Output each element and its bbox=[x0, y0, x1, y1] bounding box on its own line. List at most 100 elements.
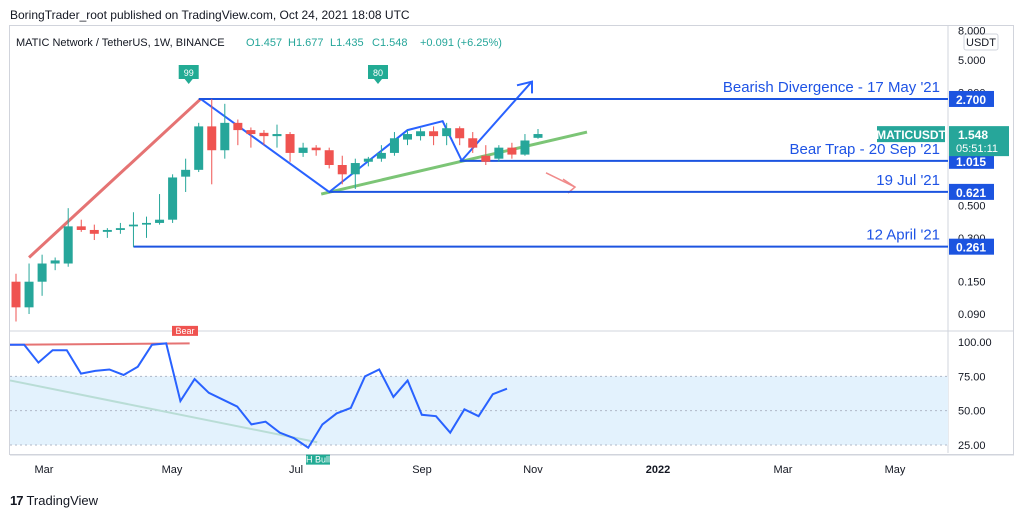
time-tick-label: Mar bbox=[35, 464, 54, 476]
level-price-value: 2.700 bbox=[956, 93, 986, 107]
candle-body bbox=[115, 228, 125, 230]
footer: 17 TradingView bbox=[10, 493, 98, 508]
candle-body bbox=[363, 158, 373, 162]
level-price-tag bbox=[949, 238, 994, 255]
signal-marker bbox=[368, 65, 388, 84]
candle-body bbox=[337, 165, 347, 175]
level-price-value: 1.015 bbox=[956, 155, 986, 169]
candle-body bbox=[520, 140, 530, 155]
candle-body bbox=[233, 122, 243, 131]
candle-body bbox=[194, 126, 204, 170]
hidden-bull-marker bbox=[306, 454, 330, 465]
candle-body bbox=[416, 131, 426, 137]
candle-body bbox=[128, 224, 138, 227]
arrow-up-icon bbox=[516, 80, 533, 94]
symbol-price-tag bbox=[877, 126, 945, 143]
level-price-tag bbox=[949, 183, 994, 200]
candle-body bbox=[63, 226, 73, 264]
candle-body bbox=[155, 219, 165, 223]
bullish-divergence-line bbox=[9, 379, 318, 444]
level-label: Bearish Divergence - 17 May '21 bbox=[723, 79, 940, 96]
level-price-tag bbox=[949, 152, 994, 169]
ohlc-high: H1.677 bbox=[288, 37, 323, 49]
candle-body bbox=[494, 147, 504, 159]
oscillator-tick-label: 50.00 bbox=[958, 406, 986, 418]
candle-body bbox=[246, 130, 256, 135]
last-price-tag bbox=[949, 126, 1009, 157]
candle-body bbox=[350, 163, 360, 175]
footer-brand: TradingView bbox=[26, 493, 99, 508]
candle-body bbox=[259, 132, 269, 137]
candle-body bbox=[403, 134, 412, 140]
oscillator-line bbox=[10, 342, 508, 450]
signal-marker bbox=[178, 65, 199, 84]
signal-marker-label: 80 bbox=[373, 68, 383, 78]
candle-body bbox=[181, 169, 191, 177]
price-tick-label: 0.090 bbox=[958, 309, 986, 321]
time-tick-label: Jul bbox=[289, 464, 303, 476]
bar-countdown: 05:51:11 bbox=[956, 143, 998, 155]
oscillator-tick-label: 100.00 bbox=[958, 337, 992, 349]
last-price-value: 1.548 bbox=[958, 128, 988, 142]
bear-marker bbox=[172, 325, 198, 336]
bear-marker-label: Bear bbox=[175, 326, 194, 336]
oscillator-tick-label: 75.00 bbox=[958, 371, 986, 383]
candle-body bbox=[507, 147, 517, 155]
candle-body bbox=[89, 229, 99, 234]
price-tick-label: 0.150 bbox=[958, 277, 986, 289]
ohlc-close: C1.548 bbox=[372, 37, 407, 49]
candle-body bbox=[50, 260, 60, 264]
candle-body bbox=[311, 147, 321, 151]
level-price-value: 0.621 bbox=[956, 186, 986, 200]
hidden-bull-marker-label: H Bull bbox=[306, 455, 330, 465]
time-tick-label: Sep bbox=[412, 464, 432, 476]
price-tick-label: 8.000 bbox=[958, 25, 986, 37]
candle-body bbox=[533, 134, 543, 138]
candle-body bbox=[442, 128, 452, 137]
time-tick-label: May bbox=[162, 464, 183, 476]
ohlc-change: +0.091 (+6.25%) bbox=[420, 37, 502, 49]
oscillator-tick-label: 25.00 bbox=[958, 440, 986, 452]
candle-body bbox=[272, 134, 282, 137]
publish-info: BoringTrader_root published on TradingVi… bbox=[10, 8, 410, 22]
signal-marker-label: 99 bbox=[184, 68, 194, 78]
candle-body bbox=[142, 222, 151, 225]
candle-body bbox=[468, 138, 478, 148]
candle-body bbox=[324, 150, 334, 166]
time-tick-label: Mar bbox=[774, 464, 793, 476]
candle-body bbox=[11, 281, 21, 308]
price-tick-label: 5.000 bbox=[958, 55, 986, 67]
candle-body bbox=[376, 152, 386, 159]
red-trendline bbox=[28, 97, 202, 259]
tradingview-logo-icon: 17 bbox=[10, 493, 24, 508]
candle-body bbox=[429, 131, 439, 137]
green-trendline bbox=[320, 130, 588, 196]
time-tick-label: May bbox=[885, 464, 906, 476]
level-price-value: 0.261 bbox=[956, 241, 986, 255]
time-tick-label: Nov bbox=[523, 464, 543, 476]
ohlc-low: L1.435 bbox=[330, 37, 364, 49]
candle-body bbox=[168, 177, 178, 220]
currency-label: USDT bbox=[966, 37, 996, 49]
ohlc-open: O1.457 bbox=[246, 37, 282, 49]
candle-body bbox=[389, 138, 399, 153]
candle-body bbox=[102, 229, 112, 232]
candle-body bbox=[220, 122, 230, 151]
level-label: 19 Jul '21 bbox=[876, 172, 940, 189]
candle-body bbox=[207, 126, 217, 151]
candle-body bbox=[298, 147, 308, 153]
candle-body bbox=[285, 134, 295, 153]
currency-badge bbox=[963, 33, 999, 51]
candle-body bbox=[24, 281, 34, 308]
level-label: Bear Trap - 20 Sep '21 bbox=[790, 141, 940, 158]
candle-body bbox=[481, 155, 491, 162]
level-price-tag bbox=[949, 90, 994, 107]
level-label: 12 April '21 bbox=[866, 227, 940, 244]
symbol-price-tag-label: MATICUSDT bbox=[876, 128, 946, 142]
candle-body bbox=[455, 128, 465, 139]
symbol-label: MATIC Network / TetherUS, 1W, BINANCE bbox=[16, 37, 225, 49]
time-tick-label: 2022 bbox=[646, 464, 670, 476]
candle-body bbox=[37, 263, 47, 282]
candle-body bbox=[76, 226, 86, 230]
